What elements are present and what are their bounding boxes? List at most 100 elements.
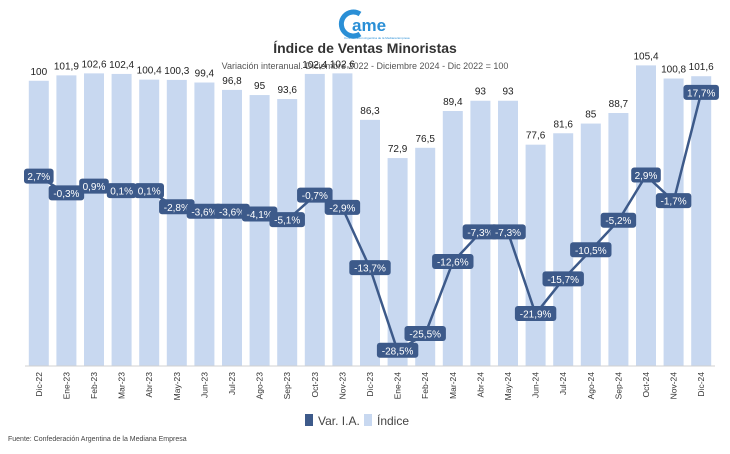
bar-label-Ago-24: 85 bbox=[585, 110, 597, 121]
legend-label-indice: Índice bbox=[377, 413, 409, 428]
source-note: Fuente: Confederación Argentina de la Me… bbox=[8, 436, 187, 443]
bar-label-Oct-24: 105,4 bbox=[633, 51, 658, 62]
var-ia-label-Jun-24: -21,9% bbox=[520, 309, 552, 320]
chart-subtitle: Variación interanual. Diciembre 2022 - D… bbox=[221, 61, 509, 71]
bar-label-May-24: 93 bbox=[502, 87, 514, 98]
bar-label-Ene-24: 72,9 bbox=[388, 144, 408, 155]
x-tick-Jun-24: Jun-24 bbox=[531, 372, 541, 398]
bar-label-Dic-23: 86,3 bbox=[360, 106, 380, 117]
bar-Dic-23 bbox=[360, 119, 380, 366]
x-tick-Oct-23: Oct-23 bbox=[310, 372, 320, 398]
logo-text: ame bbox=[352, 16, 386, 35]
var-ia-point-Nov-23 bbox=[324, 199, 361, 215]
bar-label-Dic-22: 100 bbox=[30, 67, 47, 78]
bar-Sep-24 bbox=[608, 113, 629, 366]
bar-label-May-23: 100,3 bbox=[164, 66, 189, 77]
legend: Var. I.A. Índice bbox=[305, 413, 409, 428]
var-ia-label-Mar-24: -12,6% bbox=[437, 258, 469, 269]
var-ia-point-Abr-23 bbox=[134, 183, 164, 199]
x-tick-Nov-23: Nov-23 bbox=[337, 372, 347, 400]
x-tick-Dic-22: Dic-22 bbox=[34, 372, 44, 397]
bar-label-Jul-24: 81,6 bbox=[553, 119, 573, 130]
bar-Feb-23 bbox=[84, 73, 104, 367]
x-tick-Dic-23: Dic-23 bbox=[365, 372, 375, 397]
var-ia-point-Ago-24 bbox=[570, 242, 612, 258]
bar-Feb-24 bbox=[415, 147, 436, 366]
bar-Abr-23 bbox=[139, 79, 160, 367]
var-ia-label-Abr-23: 0,1% bbox=[138, 187, 161, 198]
bar-Dic-24 bbox=[691, 76, 712, 367]
var-ia-label-Jun-23: -3,6% bbox=[191, 207, 217, 218]
var-ia-label-Mar-23: 0,1% bbox=[110, 187, 133, 198]
var-ia-point-Ago-23 bbox=[241, 206, 278, 222]
x-tick-Oct-24: Oct-24 bbox=[641, 372, 651, 398]
bar-Ene-24 bbox=[387, 158, 408, 366]
var-ia-label-Ago-23: -4,1% bbox=[247, 210, 273, 221]
x-tick-Ago-23: Ago-23 bbox=[255, 372, 265, 400]
var-ia-label-May-24: -7,3% bbox=[495, 228, 521, 239]
bar-label-Jul-23: 96,8 bbox=[222, 76, 242, 87]
bar-Ene-23 bbox=[56, 75, 77, 367]
var-ia-label-Ene-24: -28,5% bbox=[382, 346, 414, 357]
bars-layer bbox=[28, 65, 712, 367]
bar-label-Ene-23: 101,9 bbox=[54, 61, 79, 72]
var-ia-label-Oct-24: 2,9% bbox=[635, 171, 658, 182]
var-ia-point-Mar-23 bbox=[106, 183, 137, 199]
bar-Nov-24 bbox=[663, 78, 684, 367]
var-ia-point-Feb-23 bbox=[79, 178, 109, 194]
bar-Mar-23 bbox=[111, 73, 132, 367]
var-ia-label-Dic-24: 17,7% bbox=[687, 88, 715, 99]
bar-Nov-23 bbox=[332, 73, 353, 367]
came-logo: ame Confederación Argentina de la Median… bbox=[338, 9, 410, 40]
bar-Mar-24 bbox=[442, 111, 463, 366]
var-ia-label-Feb-24: -25,5% bbox=[409, 330, 441, 341]
bar-label-Oct-23: 102,4 bbox=[302, 60, 327, 71]
var-ia-point-Feb-24 bbox=[404, 326, 446, 342]
var-ia-label-Dic-22: 2,7% bbox=[27, 172, 50, 183]
x-tick-labels: Dic-22 Ene-23 Feb-23 Mar-23 Abr-23 May-23 Jun-… bbox=[34, 372, 706, 401]
bar-Ago-23 bbox=[249, 95, 270, 366]
var-ia-point-Jul-23 bbox=[214, 203, 250, 219]
var-ia-point-Jun-24 bbox=[514, 305, 557, 321]
x-tick-Feb-24: Feb-24 bbox=[420, 372, 430, 399]
x-tick-Ene-23: Ene-23 bbox=[61, 372, 71, 400]
line-labels-layer: 2,7%-0,3%0,9% 0,1% 0,1%-2,8% -3,6% -3,6% -4,1… bbox=[24, 84, 719, 358]
bar-label-Sep-23: 93,6 bbox=[277, 85, 297, 96]
x-tick-Jun-23: Jun-23 bbox=[199, 372, 209, 398]
var-ia-label-Jul-24: -15,7% bbox=[547, 275, 579, 286]
bar-label-Feb-24: 76,5 bbox=[415, 134, 435, 145]
bar-label-Abr-23: 100,4 bbox=[137, 66, 162, 77]
bar-Oct-23 bbox=[304, 73, 325, 367]
bar-label-Nov-24: 100,8 bbox=[661, 65, 686, 76]
var-ia-label-Sep-24: -5,2% bbox=[605, 216, 631, 227]
var-ia-point-Jun-23 bbox=[186, 203, 223, 219]
var-ia-point-Ene-23 bbox=[48, 185, 85, 201]
bar-Jul-24 bbox=[553, 133, 574, 366]
chart-title: Índice de Ventas Minoristas bbox=[273, 40, 457, 56]
bar-Jun-24 bbox=[525, 144, 546, 366]
var-ia-point-Dic-22 bbox=[24, 168, 54, 184]
x-tick-Mar-23: Mar-23 bbox=[117, 372, 127, 399]
bar-Jun-23 bbox=[194, 82, 215, 367]
var-ia-point-May-23 bbox=[159, 199, 195, 215]
bar-label-Ago-23: 95 bbox=[254, 81, 266, 92]
bar-Oct-24 bbox=[636, 65, 656, 367]
var-ia-label-Ago-24: -10,5% bbox=[575, 246, 607, 257]
x-tick-Ene-24: Ene-24 bbox=[393, 372, 403, 400]
x-tick-Mar-24: Mar-24 bbox=[448, 372, 458, 399]
var-ia-point-Abr-24 bbox=[462, 224, 499, 240]
var-ia-point-Jul-24 bbox=[542, 271, 584, 287]
var-ia-point-May-24 bbox=[490, 224, 526, 240]
var-ia-label-May-23: -2,8% bbox=[164, 203, 190, 214]
x-tick-Abr-24: Abr-24 bbox=[475, 372, 485, 398]
x-tick-May-23: May-23 bbox=[172, 372, 182, 401]
x-tick-Abr-23: Abr-23 bbox=[144, 372, 154, 398]
var-ia-label-Abr-24: -7,3% bbox=[467, 228, 493, 239]
var-ia-point-Ene-24 bbox=[376, 342, 419, 358]
bar-label-Abr-24: 93 bbox=[475, 87, 487, 98]
legend-swatch-var-ia bbox=[305, 414, 313, 426]
bar-label-Feb-23: 102,6 bbox=[81, 59, 106, 70]
bar-May-23 bbox=[166, 79, 187, 367]
var-ia-label-Oct-23: -0,7% bbox=[302, 191, 328, 202]
